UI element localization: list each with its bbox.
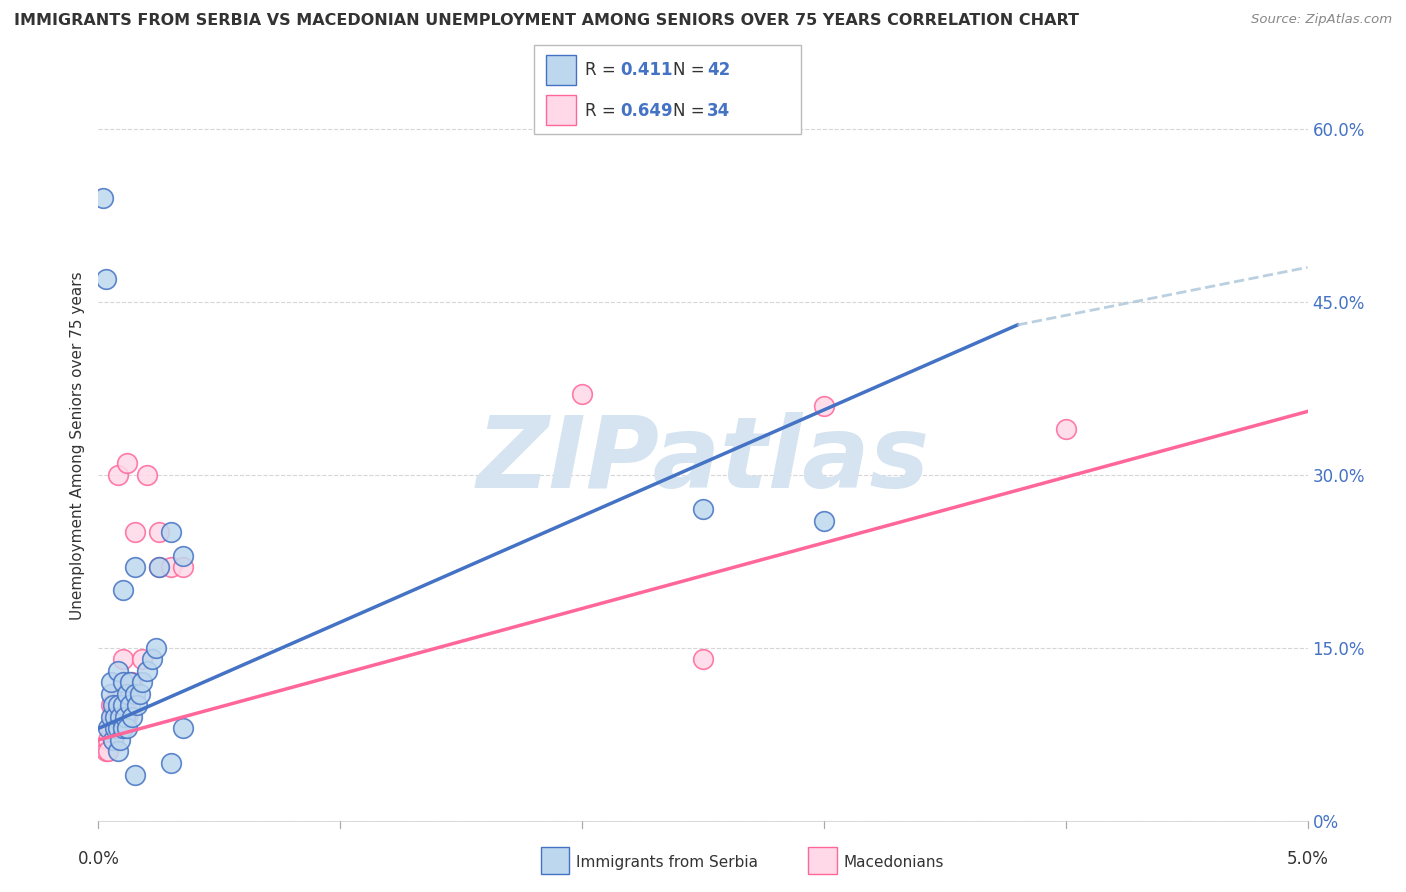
- Point: [131, 675, 153, 690]
- Text: 5.0%: 5.0%: [1286, 850, 1329, 869]
- Point: [97, 733, 120, 747]
- Point: [131, 652, 153, 666]
- Point: [135, 664, 157, 678]
- Point: [124, 525, 146, 540]
- Point: [124, 767, 146, 781]
- Text: ZIPatlas: ZIPatlas: [477, 412, 929, 509]
- Point: [813, 514, 835, 528]
- Text: R =: R =: [585, 102, 621, 120]
- Point: [100, 687, 122, 701]
- Point: [104, 698, 127, 713]
- Point: [111, 675, 134, 690]
- Text: Source: ZipAtlas.com: Source: ZipAtlas.com: [1251, 13, 1392, 27]
- Point: [108, 698, 131, 713]
- Point: [94, 272, 117, 286]
- Point: [813, 399, 835, 413]
- Text: 0.0%: 0.0%: [77, 850, 120, 869]
- Point: [91, 191, 114, 205]
- Point: [114, 710, 136, 724]
- Point: [104, 722, 127, 736]
- Point: [117, 722, 139, 736]
- Point: [100, 710, 122, 724]
- Point: [117, 687, 139, 701]
- Point: [111, 652, 134, 666]
- Point: [97, 722, 120, 736]
- Point: [97, 744, 120, 758]
- Point: [100, 698, 122, 713]
- Point: [117, 710, 139, 724]
- Text: IMMIGRANTS FROM SERBIA VS MACEDONIAN UNEMPLOYMENT AMONG SENIORS OVER 75 YEARS CO: IMMIGRANTS FROM SERBIA VS MACEDONIAN UNE…: [14, 13, 1078, 29]
- Point: [114, 698, 136, 713]
- Point: [145, 640, 167, 655]
- Point: [127, 698, 149, 713]
- Point: [111, 698, 134, 713]
- Point: [148, 560, 170, 574]
- Point: [104, 710, 127, 724]
- Text: N =: N =: [673, 102, 710, 120]
- Text: 34: 34: [707, 102, 731, 120]
- Point: [118, 698, 141, 713]
- Text: 42: 42: [707, 62, 731, 79]
- Text: Macedonians: Macedonians: [844, 855, 943, 870]
- Point: [108, 722, 131, 736]
- Point: [121, 675, 143, 690]
- Point: [141, 652, 163, 666]
- Point: [107, 687, 129, 701]
- Point: [128, 687, 150, 701]
- Point: [108, 710, 131, 724]
- Point: [692, 502, 714, 516]
- Point: [100, 675, 122, 690]
- Point: [100, 722, 122, 736]
- Point: [114, 675, 136, 690]
- Point: [160, 756, 183, 770]
- Point: [101, 710, 124, 724]
- Text: Immigrants from Serbia: Immigrants from Serbia: [576, 855, 758, 870]
- Point: [111, 710, 134, 724]
- Point: [94, 744, 117, 758]
- Text: 0.411: 0.411: [620, 62, 672, 79]
- Point: [692, 652, 714, 666]
- Point: [101, 733, 124, 747]
- Point: [108, 733, 131, 747]
- Point: [172, 722, 194, 736]
- Point: [148, 525, 170, 540]
- Point: [107, 710, 129, 724]
- Point: [148, 560, 170, 574]
- Point: [124, 560, 146, 574]
- Point: [117, 456, 139, 470]
- Point: [160, 560, 183, 574]
- Point: [118, 687, 141, 701]
- Point: [111, 722, 134, 736]
- Point: [121, 710, 143, 724]
- Text: N =: N =: [673, 62, 710, 79]
- Point: [172, 549, 194, 563]
- Point: [1054, 422, 1077, 436]
- Point: [107, 698, 129, 713]
- Point: [118, 675, 141, 690]
- Point: [111, 583, 134, 598]
- Point: [107, 744, 129, 758]
- Point: [107, 722, 129, 736]
- Point: [571, 387, 593, 401]
- Point: [135, 467, 157, 482]
- Point: [172, 560, 194, 574]
- Point: [111, 687, 134, 701]
- Text: R =: R =: [585, 62, 621, 79]
- Point: [124, 687, 146, 701]
- Point: [101, 698, 124, 713]
- Point: [104, 722, 127, 736]
- Text: 0.649: 0.649: [620, 102, 672, 120]
- Point: [160, 525, 183, 540]
- Point: [101, 733, 124, 747]
- Point: [107, 467, 129, 482]
- Point: [107, 664, 129, 678]
- Y-axis label: Unemployment Among Seniors over 75 years: Unemployment Among Seniors over 75 years: [70, 272, 86, 620]
